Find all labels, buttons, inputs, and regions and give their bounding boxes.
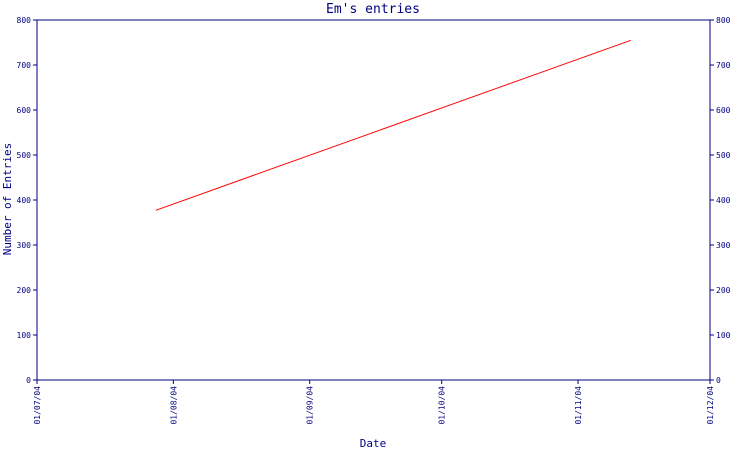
y-tick-label-left: 600 xyxy=(17,106,32,115)
x-tick-label: 01/09/04 xyxy=(306,386,315,425)
chart-marks: 01/07/04 01/08/04 01/09/04 01/10/04 01/11/04… xyxy=(17,16,731,425)
y-axis-label: Number of Entries xyxy=(1,143,14,256)
y-tick-label-left: 400 xyxy=(17,196,32,205)
y-tick-label-left: 700 xyxy=(17,61,32,70)
y-tick-label-left: 100 xyxy=(17,331,32,340)
x-axis-label: Date xyxy=(360,437,387,450)
y-tick-label-left: 200 xyxy=(17,286,32,295)
y-tick-label-left: 500 xyxy=(17,151,32,160)
y-tick-label-right: 100 xyxy=(716,331,731,340)
y-tick-label-right: 200 xyxy=(716,286,731,295)
y-tick-label-left: 800 xyxy=(17,16,32,25)
x-tick-label: 01/10/04 xyxy=(438,386,447,425)
y-tick-label-right: 700 xyxy=(716,61,731,70)
y-tick-label-left: 300 xyxy=(17,241,32,250)
y-tick-label-right: 600 xyxy=(716,106,731,115)
y-tick-label-right: 300 xyxy=(716,241,731,250)
x-tick-label: 01/11/04 xyxy=(574,386,583,425)
y-tick-label-right: 400 xyxy=(716,196,731,205)
y-tick-label-right: 800 xyxy=(716,16,731,25)
x-tick-label: 01/08/04 xyxy=(169,386,178,425)
y-tick-label-right: 500 xyxy=(716,151,731,160)
series-line xyxy=(155,39,631,211)
x-tick-label: 01/12/04 xyxy=(706,386,715,425)
chart-title: Em's entries xyxy=(326,2,420,17)
y-tick-label-left: 0 xyxy=(26,376,31,385)
x-tick-label: 01/07/04 xyxy=(33,386,42,425)
y-tick-label-right: 0 xyxy=(716,376,721,385)
